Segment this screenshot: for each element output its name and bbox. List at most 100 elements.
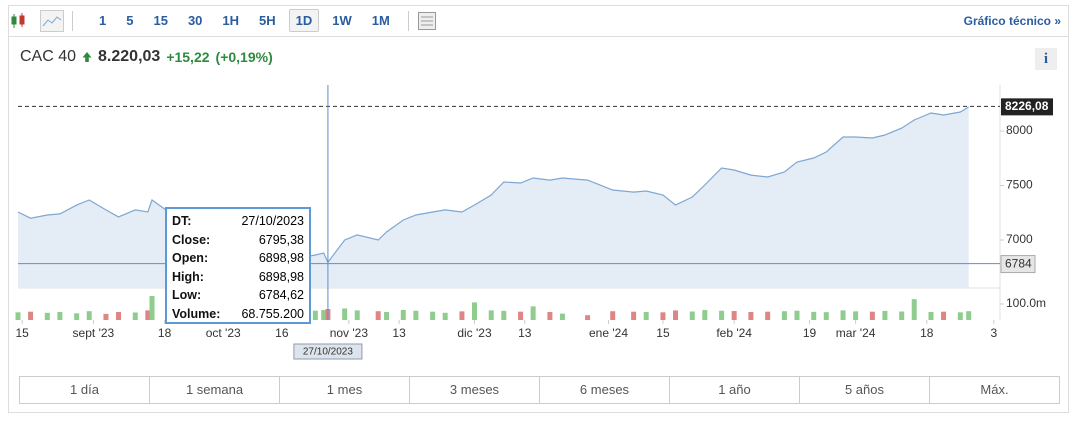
last-price-box	[1001, 98, 1053, 116]
volume-bar	[719, 310, 725, 320]
x-tick-label: 16	[275, 326, 289, 340]
x-tick-label: 18	[158, 326, 172, 340]
tooltip-value: 6795,38	[258, 232, 304, 247]
tooltip-label: Close:	[172, 232, 211, 247]
x-tick-label: mar '24	[836, 326, 876, 340]
volume-bar	[459, 311, 465, 320]
volume-bar	[673, 310, 679, 320]
range-button[interactable]: 1 día	[20, 377, 150, 403]
range-button[interactable]: 5 años	[800, 377, 930, 403]
x-tick-label: 13	[518, 326, 532, 340]
volume-bar	[853, 311, 859, 320]
tooltip: DT: 27/10/2023 Close: 6795,38 Open: 6898,98 Hi…	[165, 207, 311, 324]
volume-bar	[145, 310, 151, 320]
volume-bar	[702, 310, 708, 320]
volume-bar	[559, 313, 565, 320]
volume-bar	[413, 310, 419, 320]
tooltip-row: Low: 6784,62	[172, 286, 304, 305]
crosshair-x-box	[293, 343, 363, 360]
candle-icon[interactable]	[8, 11, 30, 31]
range-button[interactable]: Máx.	[980, 382, 1009, 397]
volume-bar	[643, 312, 649, 320]
volume-bar	[74, 313, 80, 320]
interval-button[interactable]: 1W	[332, 13, 352, 28]
volume-bar	[375, 311, 381, 320]
tooltip-value: 6898,98	[258, 251, 304, 266]
table-icon[interactable]	[417, 11, 437, 31]
volume-bar	[442, 312, 448, 320]
tooltip-label: DT:	[172, 214, 192, 229]
widget-frame	[8, 5, 1069, 413]
range-button[interactable]: 1 mes	[280, 377, 410, 403]
tooltip-label: High:	[172, 269, 204, 284]
volume-bar	[518, 311, 524, 320]
x-tick-label: 3	[990, 326, 997, 340]
separator	[72, 10, 73, 31]
volume-bar	[911, 299, 917, 320]
volume-bar	[823, 312, 829, 320]
volume-bar	[748, 312, 754, 320]
interval-button[interactable]: 1M	[371, 13, 390, 28]
volume-bar	[781, 311, 787, 320]
area-icon-graphic	[42, 15, 62, 26]
volume-bar	[765, 311, 771, 320]
x-tick-label: ene '24	[589, 326, 628, 340]
tooltip-row: Open: 6898,98	[172, 249, 304, 268]
technical-chart-link[interactable]: Gráfico técnico »	[963, 14, 1061, 28]
range-button[interactable]: 3 meses	[410, 377, 540, 403]
volume-bar	[321, 310, 327, 320]
index-name: CAC 40	[20, 48, 77, 65]
interval-button[interactable]: 5H	[259, 13, 276, 28]
tooltip-row: Close: 6795,38	[172, 231, 304, 250]
volume-bar	[132, 312, 138, 320]
crosshair-x-label: 27/10/2023	[303, 347, 353, 358]
change-percent: (+0,19%)	[215, 49, 273, 65]
y-tick-label: 7000	[1006, 232, 1033, 246]
volume-bar	[731, 311, 737, 320]
volume-bar	[149, 296, 155, 320]
interval-button[interactable]: 5	[126, 13, 134, 28]
info-button[interactable]: i	[1035, 48, 1057, 70]
interval-button[interactable]: 1H	[222, 13, 240, 28]
volume-bar	[312, 310, 318, 320]
interval-button[interactable]: 30	[187, 13, 203, 28]
volume-bar	[689, 311, 695, 320]
tooltip-label: Volume:	[172, 306, 221, 321]
y-tick-label: 7500	[1006, 178, 1033, 192]
crosshair-y-box	[1000, 255, 1036, 274]
volume-bar	[631, 311, 637, 320]
volume-bar	[400, 309, 406, 320]
volume-bar	[869, 311, 875, 320]
volume-bar	[15, 312, 21, 320]
x-tick-label: 15	[656, 326, 670, 340]
volume-bar	[384, 312, 390, 320]
volume-bar	[86, 311, 92, 320]
range-button[interactable]: 1 semana	[150, 377, 280, 403]
tooltip-value: 27/10/2023	[241, 214, 304, 229]
volume-bar	[103, 313, 109, 320]
interval-button[interactable]: 15	[153, 13, 168, 28]
interval-buttons: 1 5 15 30 1H 5H 1D 1W 1M	[89, 9, 400, 32]
volume-bar	[488, 310, 494, 320]
area-icon[interactable]	[40, 9, 64, 32]
interval-button[interactable]: 1	[99, 13, 107, 28]
x-tick-label: 13	[392, 326, 406, 340]
volume-bar	[794, 310, 800, 320]
volume-bar	[882, 310, 888, 320]
volume-bar	[899, 311, 905, 320]
up-arrow	[82, 52, 92, 62]
last-price-label: 8226,08	[1005, 99, 1049, 113]
volume-bar	[585, 315, 591, 320]
range-button[interactable]: 1 año	[670, 377, 800, 403]
y-tick-label: 8000	[1006, 123, 1033, 137]
interval-button[interactable]: 1D	[288, 9, 320, 32]
x-tick-label: 19	[803, 326, 817, 340]
volume-bar	[547, 312, 553, 320]
quote-header: CAC 40 8.220,03 +15,22 (+0,19%)	[20, 48, 273, 66]
range-button[interactable]: 6 meses	[540, 377, 670, 403]
x-tick-label: dic '23	[457, 326, 492, 340]
x-tick-label: feb '24	[716, 326, 752, 340]
tooltip-row: High: 6898,98	[172, 268, 304, 287]
